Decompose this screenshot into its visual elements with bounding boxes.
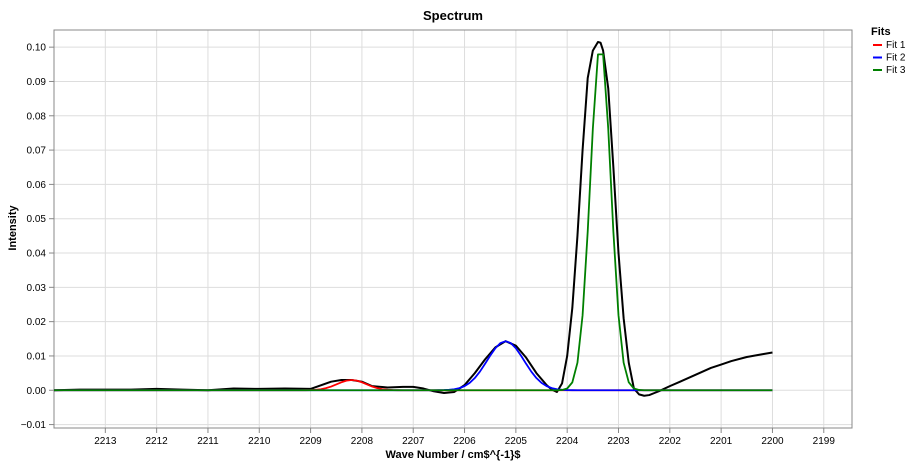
x-tick-label: 2199 (813, 436, 836, 447)
y-tick-label: 0.00 (27, 386, 47, 397)
x-tick-label: 2208 (351, 436, 374, 447)
y-tick-label: 0.05 (27, 214, 47, 225)
y-tick-label: 0.01 (27, 351, 47, 362)
x-tick-label: 2201 (710, 436, 733, 447)
x-axis: 2213 2212 2211 2210 2209 2208 2207 2206 2205 2204… (94, 428, 835, 447)
y-tick-label: 0.07 (27, 146, 47, 157)
y-tick-label: 0.02 (27, 317, 47, 328)
y-tick-label: 0.04 (27, 249, 47, 260)
x-tick-label: 2206 (453, 436, 476, 447)
y-tick-label: 0.06 (27, 180, 47, 191)
legend-label: Fit 3 (886, 65, 906, 76)
y-tick-label: 0.10 (27, 43, 47, 54)
series-line-fit-3 (54, 53, 773, 392)
y-tick-label: −0.01 (21, 420, 47, 431)
x-tick-label: 2200 (761, 436, 784, 447)
legend-label: Fit 1 (886, 40, 906, 51)
x-tick-label: 2204 (556, 436, 579, 447)
x-tick-label: 2209 (299, 436, 322, 447)
legend-title: Fits (871, 26, 891, 38)
y-axis-label: Intensity (7, 205, 19, 251)
x-tick-label: 2210 (248, 436, 271, 447)
x-tick-label: 2207 (402, 436, 425, 447)
x-tick-label: 2203 (607, 436, 630, 447)
grid (54, 30, 852, 428)
x-tick-label: 2211 (197, 436, 219, 447)
series-layer (54, 41, 773, 397)
chart-title: Spectrum (423, 8, 483, 23)
plot-frame (53, 29, 853, 429)
x-tick-label: 2212 (146, 436, 169, 447)
x-tick-label: 2213 (94, 436, 117, 447)
legend-label: Fit 2 (886, 53, 906, 64)
y-tick-label: 0.09 (27, 77, 47, 88)
y-tick-label: 0.08 (27, 111, 47, 122)
x-tick-label: 2205 (505, 436, 528, 447)
x-tick-label: 2202 (659, 436, 682, 447)
y-axis: −0.01 0.00 0.01 0.02 0.03 0.04 0.05 0.06 0.07 0.0… (21, 43, 54, 431)
x-axis-label: Wave Number / cm$^{-1}$ (385, 449, 520, 461)
y-tick-label: 0.03 (27, 283, 47, 294)
